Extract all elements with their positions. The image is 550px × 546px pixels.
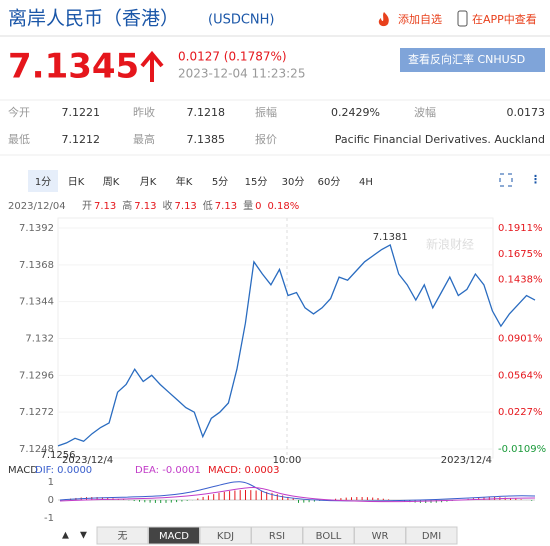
y-tick-label: 7.1296	[19, 370, 54, 381]
timeframe-tab[interactable]: 15分	[245, 176, 268, 188]
y2-tick-label: 0.0227%	[498, 407, 543, 418]
indicator-tab[interactable]: BOLL	[316, 531, 342, 542]
y2-tick-label: 0.1438%	[498, 275, 543, 286]
info-value: 7.13	[215, 201, 237, 212]
y-tick-label: 7.1368	[19, 260, 54, 271]
phone-icon	[457, 10, 468, 27]
watermark: 新浪财经	[426, 237, 474, 252]
info-label: 开	[82, 201, 92, 212]
stat-label: 最高	[133, 132, 155, 146]
timeframe-tab[interactable]: 60分	[318, 176, 341, 188]
x-label: 10:00	[273, 455, 302, 466]
macd-label: MACD	[8, 465, 38, 476]
x-label: 2023/12/4	[62, 455, 113, 466]
macd-macd: MACD: 0.0003	[208, 465, 280, 476]
stat-label: 今开	[8, 105, 30, 119]
stat-value: 7.1218	[187, 106, 226, 119]
arrow-down[interactable]: ▼	[80, 531, 87, 541]
reverse-button-label[interactable]: 查看反向汇率 CNHUSD	[408, 52, 525, 66]
indicator-tab[interactable]: DMI	[422, 531, 441, 542]
macd-dea: DEA: -0.0001	[135, 465, 201, 476]
dif-line	[59, 481, 536, 502]
timeframe-tab[interactable]: 月K	[140, 176, 157, 188]
timeframe-tab[interactable]: 日K	[68, 177, 85, 188]
arrow-up[interactable]: ▲	[62, 531, 69, 541]
indicator-tab[interactable]: KDJ	[217, 531, 234, 542]
more-icon[interactable]: ⋮	[530, 173, 541, 186]
macd-tick: -1	[44, 513, 54, 524]
indicator-tab[interactable]: RSI	[269, 531, 285, 542]
stat-value: 0.2429%	[331, 106, 380, 119]
stat-value: Pacific Financial Derivatives. Auckland	[335, 133, 545, 146]
macd-dif: DIF: 0.0000	[35, 465, 92, 476]
stat-label: 振幅	[255, 105, 277, 119]
time: 2023-12-04 11:23:25	[178, 67, 305, 81]
info-value: 7.13	[94, 201, 116, 212]
price-line	[57, 243, 536, 447]
indicator-tab[interactable]: MACD	[159, 531, 189, 542]
code: (USDCNH)	[208, 13, 275, 28]
price: 7.1345	[8, 47, 139, 87]
info-value: 0	[255, 201, 261, 212]
x-label: 2023/12/4	[441, 455, 492, 466]
stat-value: 0.0173	[507, 106, 546, 119]
macd-tick: 0	[48, 495, 54, 506]
timeframe-tab[interactable]: 年K	[176, 175, 193, 188]
y2-tick-label: 0.1675%	[498, 249, 543, 260]
low-label: 7.1256	[41, 450, 76, 461]
open-app[interactable]: 在APP中查看	[472, 12, 537, 26]
indicator-tab[interactable]: 无	[118, 531, 128, 542]
y2-tick-label: 0.1911%	[498, 223, 543, 234]
stat-value: 7.1385	[187, 133, 226, 146]
info-label: 低	[203, 199, 213, 212]
y-tick-label: 7.1272	[19, 407, 54, 418]
active-tab-bg	[28, 170, 58, 192]
indicator-tab-bg[interactable]	[405, 526, 458, 545]
timeframe-tab[interactable]: 周K	[103, 176, 120, 188]
timeframe-tab[interactable]: 4H	[359, 177, 373, 188]
y-tick-label: 7.132	[25, 334, 54, 345]
change: 0.0127 (0.1787%)	[178, 50, 287, 64]
y-tick-label: 7.1344	[19, 297, 54, 308]
stat-value: 7.1221	[62, 106, 101, 119]
stat-label: 波幅	[414, 106, 436, 119]
macd-tick: 1	[48, 477, 54, 488]
stat-label: 报价	[255, 132, 277, 146]
info-value: 7.13	[134, 201, 156, 212]
timeframe-tab[interactable]: 30分	[282, 176, 305, 188]
info-label: 量	[243, 200, 253, 212]
title: 离岸人民币（香港）	[8, 8, 179, 30]
info-change: 0.18%	[267, 201, 299, 212]
timeframe-tab[interactable]: 1分	[35, 176, 51, 188]
y-tick-label: 7.1248	[19, 444, 54, 455]
stat-value: 7.1212	[62, 133, 101, 146]
info-label: 收	[163, 199, 173, 212]
high-label: 7.1381	[373, 232, 408, 243]
info-label: 高	[122, 199, 132, 212]
info-value: 7.13	[175, 201, 197, 212]
info-date: 2023/12/04	[8, 201, 66, 212]
fullscreen-icon[interactable]	[499, 173, 513, 187]
up-arrow	[140, 50, 164, 82]
dea-line	[59, 487, 536, 503]
y2-tick-label: -0.0109%	[498, 444, 546, 455]
timeframe-tab[interactable]: 5分	[212, 176, 228, 188]
y-tick-label: 7.1392	[19, 223, 54, 234]
stat-label: 最低	[8, 133, 30, 146]
reverse-button[interactable]	[400, 48, 545, 72]
indicator-tab[interactable]: WR	[372, 531, 389, 542]
y2-tick-label: 0.0564%	[498, 370, 543, 381]
stat-label: 昨收	[133, 105, 155, 119]
add-watch[interactable]: 添加自选	[398, 12, 442, 26]
fire-icon	[378, 12, 389, 27]
y2-tick-label: 0.0901%	[498, 334, 543, 345]
